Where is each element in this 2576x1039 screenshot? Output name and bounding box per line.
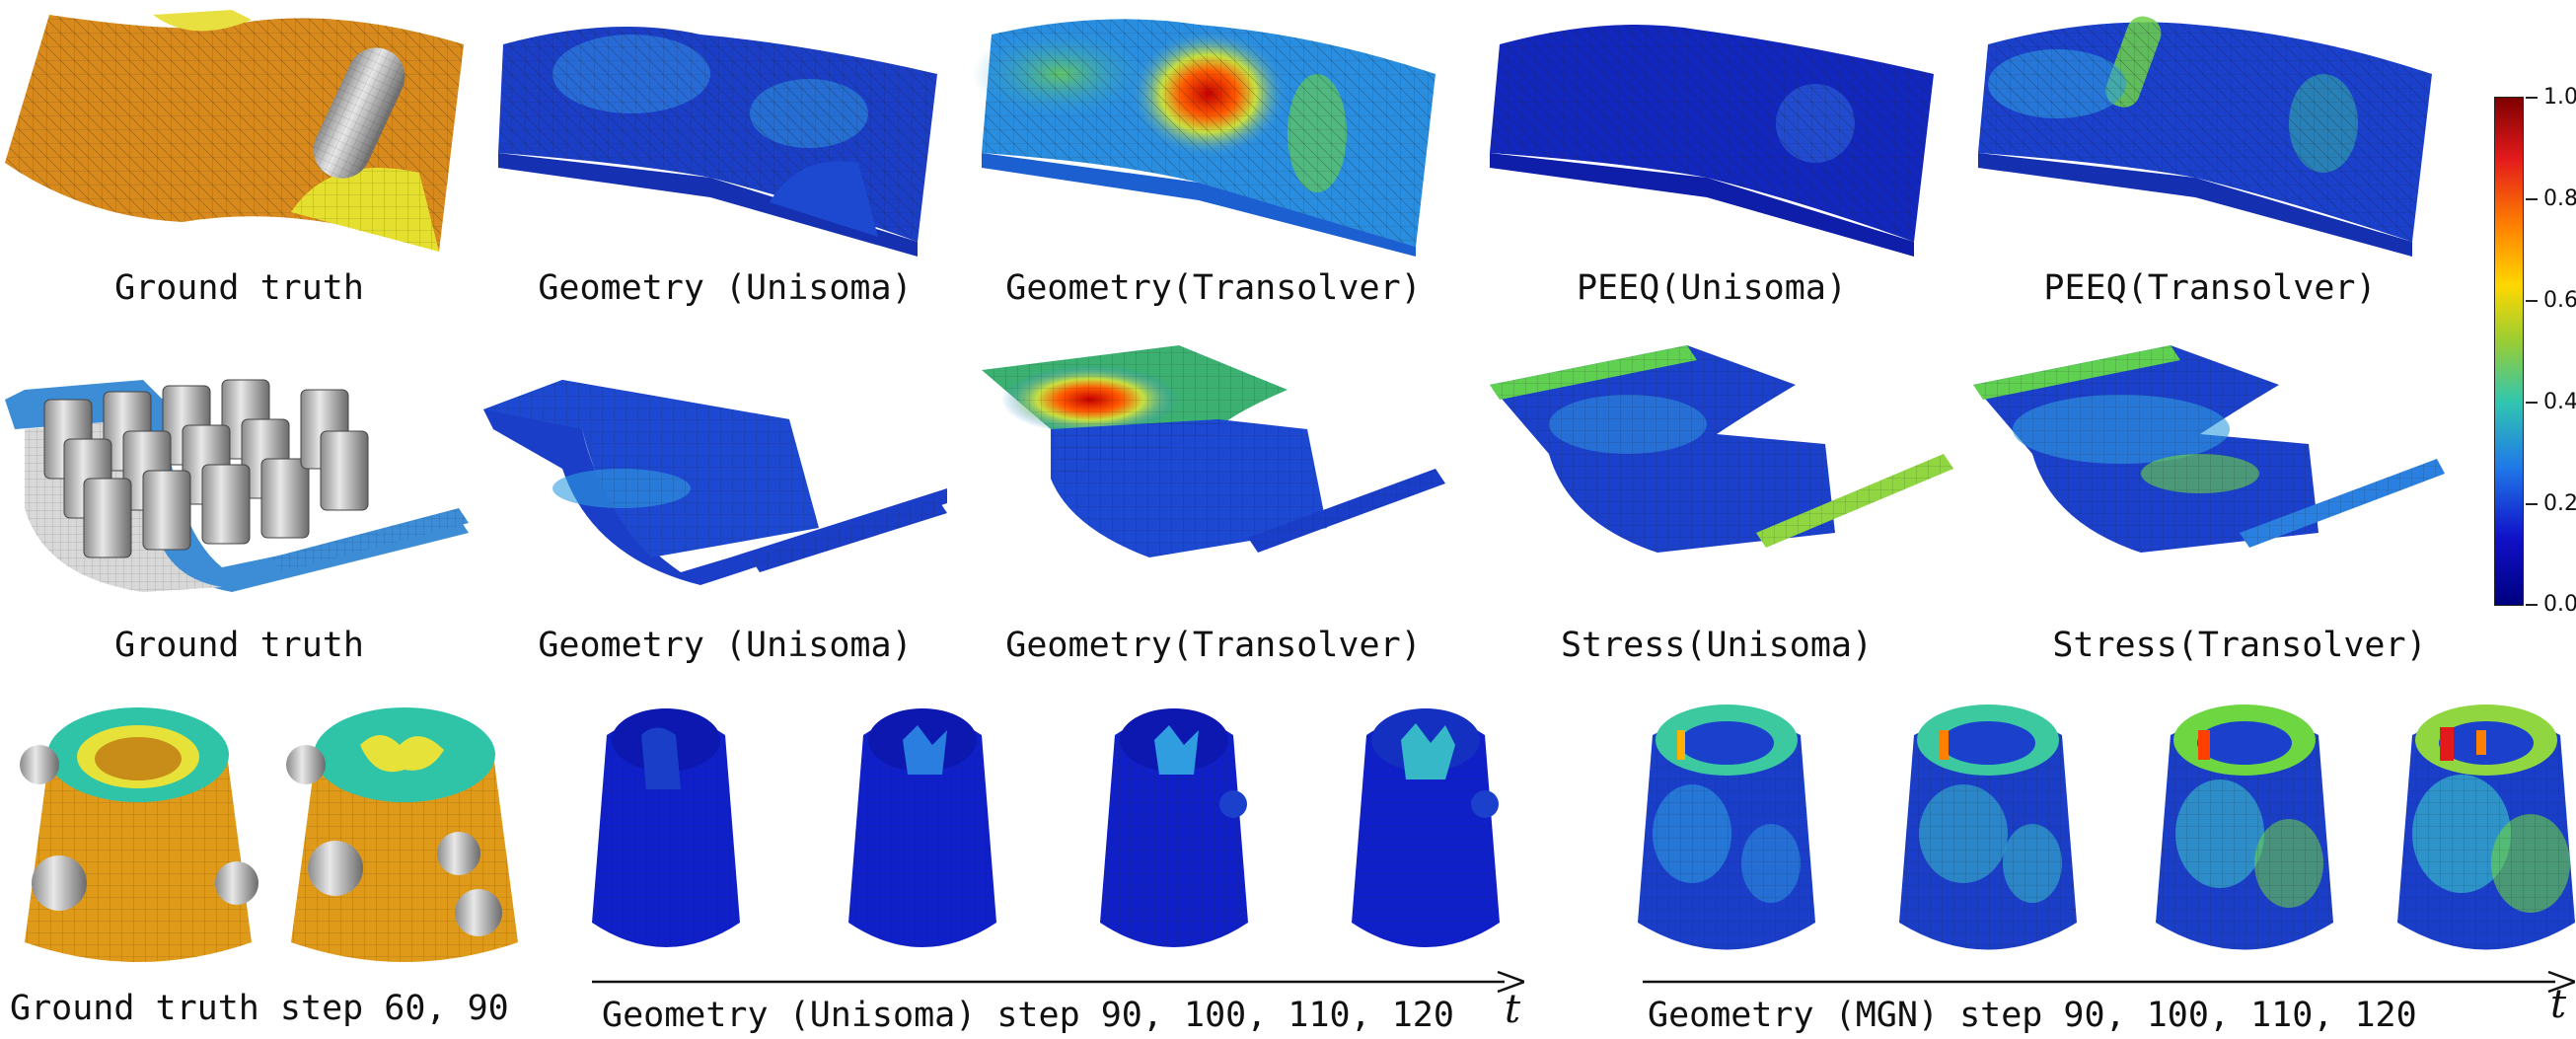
row3-caption-geometry-mgn: Geometry (MGN) step 90, 100, 110, 120	[1648, 996, 2417, 1035]
row2-stress-unisoma-image	[1490, 335, 1953, 567]
row3-mgn-step120-image	[2392, 696, 2576, 962]
row1-caption-geometry-transolver: Geometry(Transolver)	[1005, 268, 1422, 308]
colorbar-tick	[2526, 604, 2538, 606]
row1-caption-ground-truth: Ground truth	[114, 268, 364, 308]
row2-caption-stress-unisoma: Stress(Unisoma)	[1560, 626, 1874, 665]
row3-mgn-step110-image	[2151, 696, 2338, 962]
colorbar-tick-label: 0.4	[2543, 390, 2576, 414]
row3-mgn-step90-image	[1633, 696, 1820, 962]
row3-unisoma-step120-image	[1347, 696, 1505, 962]
colorbar-tick-label: 0.6	[2543, 288, 2576, 313]
row2-caption-geometry-transolver: Geometry(Transolver)	[1005, 626, 1422, 665]
colorbar	[2494, 97, 2524, 606]
row3-unisoma-step100-image	[844, 696, 1001, 962]
time-label-unisoma: t	[1505, 987, 1521, 1032]
time-label-mgn: t	[2550, 982, 2567, 1027]
row3-unisoma-step110-image	[1095, 696, 1253, 962]
row2-caption-ground-truth: Ground truth	[114, 626, 364, 665]
colorbar-tick	[2526, 503, 2538, 505]
colorbar-tick	[2526, 300, 2538, 302]
row2-ground-truth-image	[5, 360, 469, 592]
row1-caption-geometry-unisoma: Geometry (Unisoma)	[538, 268, 913, 308]
time-arrow-mgn	[1643, 970, 2575, 994]
row3-caption-ground-truth: Ground truth step 60, 90	[10, 989, 509, 1028]
colorbar-tick-label: 0.0	[2543, 592, 2576, 617]
row1-geometry-transolver-image	[972, 5, 1445, 257]
row1-peeq-transolver-image	[1968, 5, 2442, 257]
row2-caption-stress-transolver: Stress(Transolver)	[2052, 626, 2427, 665]
colorbar-tick-label: 1.0	[2543, 85, 2576, 110]
row1-caption-peeq-unisoma: PEEQ(Unisoma)	[1577, 268, 1847, 308]
row1-ground-truth-image	[5, 5, 469, 257]
colorbar-tick-label: 0.8	[2543, 186, 2576, 211]
row3-ground-truth-step90-image	[281, 696, 528, 972]
row1-caption-peeq-transolver: PEEQ(Transolver)	[2043, 268, 2377, 308]
row1-geometry-unisoma-image	[483, 5, 947, 257]
row2-caption-geometry-unisoma: Geometry (Unisoma)	[538, 626, 913, 665]
row2-stress-transolver-image	[1973, 335, 2447, 567]
row3-mgn-step100-image	[1894, 696, 2082, 962]
row3-caption-geometry-unisoma: Geometry (Unisoma) step 90, 100, 110, 12…	[602, 996, 1454, 1035]
time-arrow-unisoma	[592, 970, 1524, 994]
colorbar-tick	[2526, 198, 2538, 200]
row3-ground-truth-step60-image	[15, 696, 261, 972]
row2-geometry-transolver-image	[982, 340, 1445, 572]
row1-peeq-unisoma-image	[1480, 5, 1944, 257]
row3-unisoma-step90-image	[587, 696, 745, 962]
colorbar-tick	[2526, 402, 2538, 404]
colorbar-tick	[2526, 97, 2538, 99]
row2-geometry-unisoma-image	[483, 360, 947, 592]
colorbar-tick-label: 0.2	[2543, 491, 2576, 516]
